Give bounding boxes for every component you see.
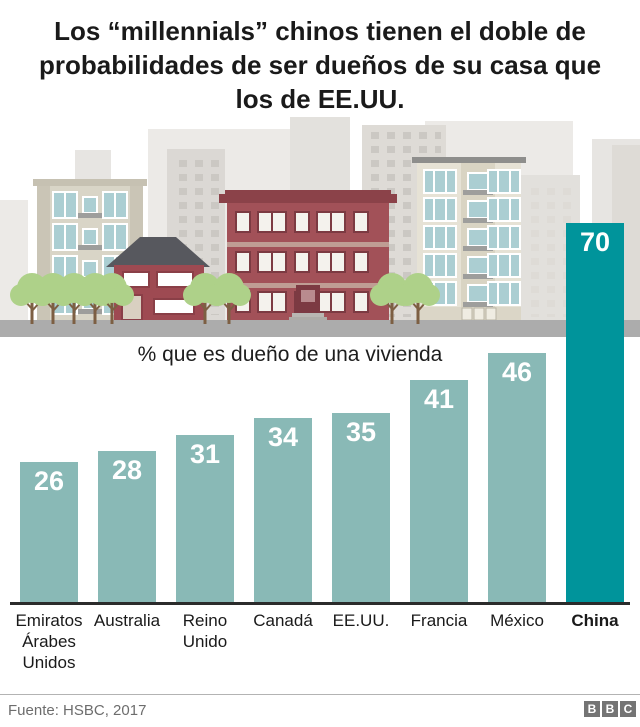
bar-value: 35	[345, 417, 377, 447]
category-label: China	[571, 611, 619, 630]
red-house	[106, 237, 210, 321]
street	[0, 320, 640, 337]
bbc-logo-letter: B	[584, 701, 600, 717]
bar-value: 70	[579, 227, 611, 257]
footer-divider	[0, 694, 640, 695]
bbc-logo-letter: B	[602, 701, 618, 717]
bar-reino-unido: 31	[176, 435, 234, 603]
category-label: Reino Unido	[182, 611, 228, 651]
bar-value: 31	[189, 439, 221, 469]
category-label: EE.UU.	[332, 611, 390, 630]
category-label: Francia	[410, 611, 468, 630]
bbc-logo-letter: C	[620, 701, 636, 717]
source-text: Fuente: HSBC, 2017	[8, 702, 147, 719]
category-label: México	[490, 611, 544, 630]
x-axis-line	[10, 602, 630, 605]
category-labels: Emiratos Árabes Unidos Australia Reino Uni…	[0, 610, 640, 680]
bar-value: 41	[423, 384, 455, 414]
bar-chart: 26 28 31 34 35 41 46 70	[20, 223, 624, 603]
bar-m-xico: 46	[488, 353, 546, 603]
bar-value: 26	[33, 466, 65, 496]
bar-value: 28	[111, 455, 143, 485]
bar-emiratos-rabes-unidos: 26	[20, 462, 78, 603]
bar-francia: 41	[410, 380, 468, 603]
bar-value: 34	[267, 422, 299, 452]
category-label: Emiratos Árabes Unidos	[15, 611, 83, 672]
brownstone-building	[219, 190, 397, 321]
bar-china: 70	[566, 223, 624, 603]
page-title: Los “millennials” chinos tienen el doble…	[38, 16, 602, 114]
bar-australia: 28	[98, 451, 156, 603]
chart-subtitle: % que es dueño de una vivienda	[137, 343, 443, 366]
bar-ee-uu-: 35	[332, 413, 390, 603]
category-label: Canadá	[253, 611, 313, 630]
bar-value: 46	[501, 357, 533, 387]
bar-canad-: 34	[254, 418, 312, 603]
category-label: Australia	[93, 611, 161, 630]
